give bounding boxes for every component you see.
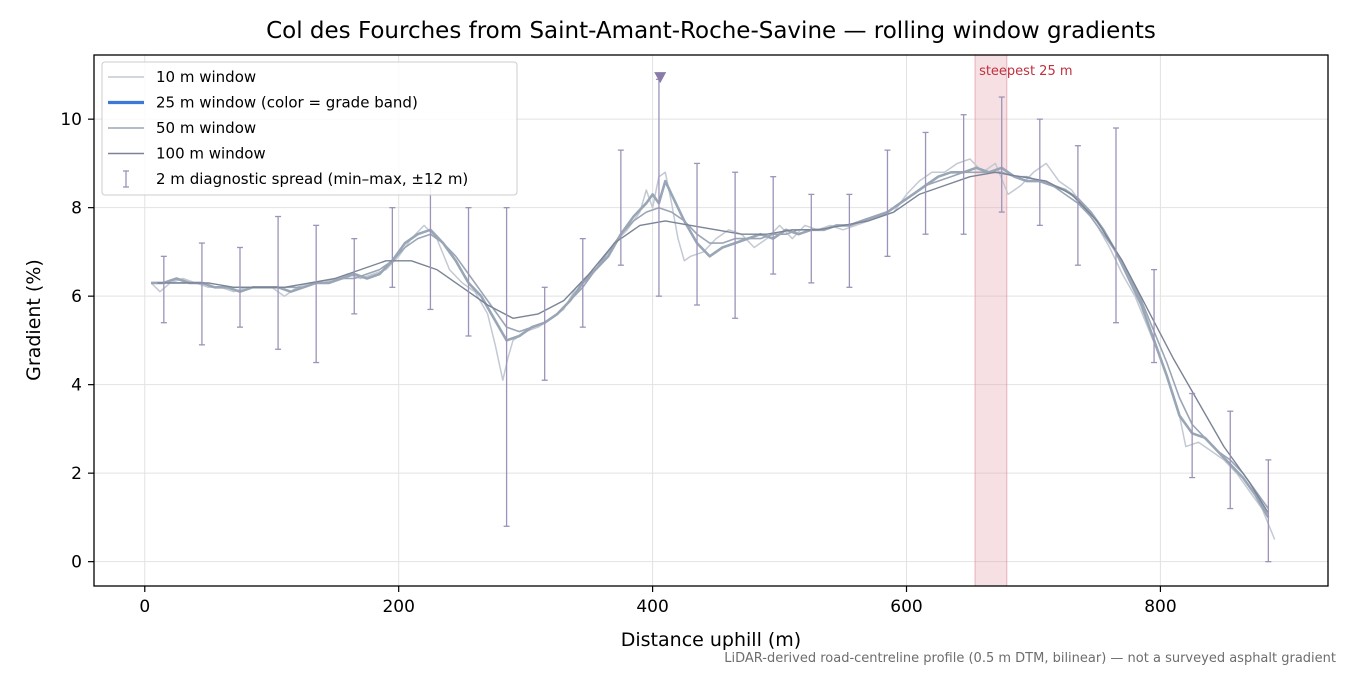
y-axis-label: Gradient (%) [23, 259, 45, 381]
x-tick-label: 400 [636, 597, 668, 617]
series-25m-window-line [151, 166, 1270, 519]
diagnostic-errorbar [1265, 459, 1272, 563]
y-tick-label: 8 [71, 199, 82, 219]
diagnostic-errorbar [160, 255, 167, 324]
y-tick-label: 0 [71, 553, 82, 573]
diagnostic-errorbar [1151, 268, 1158, 364]
diagnostic-errorbar [465, 207, 472, 337]
diagnostic-errorbar [884, 149, 891, 257]
diagnostic-errorbar [275, 215, 282, 350]
diagnostic-errorbar [389, 207, 396, 288]
chart-footnote: LiDAR-derived road-centreline profile (0… [724, 651, 1336, 666]
x-tick-label: 600 [890, 597, 922, 617]
steepest-band-label: steepest 25 m [979, 64, 1072, 79]
y-tick-label: 10 [60, 110, 82, 130]
legend-label: 25 m window (color = grade band) [156, 94, 418, 112]
legend-box [101, 61, 518, 196]
diagnostic-errorbar [236, 246, 243, 328]
diagnostic-errorbar [503, 207, 510, 527]
diagnostic-errorbar [198, 242, 205, 346]
diagnostic-errorbar [694, 162, 701, 306]
x-tick-label: 200 [382, 597, 414, 617]
diagnostic-errorbar [1036, 118, 1043, 227]
legend-label: 2 m diagnostic spread (min–max, ±12 m) [156, 170, 468, 188]
legend-label: 100 m window [156, 145, 266, 163]
peak-marker [654, 72, 667, 84]
x-axis-label: Distance uphill (m) [621, 629, 801, 651]
legend-item: 10 m window [108, 68, 256, 86]
diagnostic-errorbar [770, 176, 777, 275]
diagnostic-errorbar [846, 193, 853, 288]
diagnostic-spread-layer [160, 78, 1272, 563]
diagnostic-errorbar [541, 286, 548, 381]
diagnostic-errorbar [732, 171, 739, 319]
legend-label: 10 m window [156, 68, 256, 86]
diagnostic-errorbar [579, 237, 586, 328]
series-layer [150, 158, 1276, 540]
chart-title: Col des Fourches from Saint-Amant-Roche-… [266, 18, 1156, 44]
diagnostic-errorbar [808, 193, 815, 284]
series-50m-window-line [151, 171, 1269, 510]
x-tick-label: 0 [139, 597, 150, 617]
legend-item: 50 m window [108, 119, 256, 137]
legend: 10 m window 25 m window (color = grade ba… [101, 61, 518, 196]
diagnostic-errorbar [1189, 392, 1196, 479]
diagnostic-errorbar [960, 114, 967, 235]
diagnostic-errorbar [313, 224, 320, 364]
legend-item: 2 m diagnostic spread (min–max, ±12 m) [123, 170, 468, 188]
diagnostic-errorbar [998, 96, 1005, 213]
legend-item: 100 m window [108, 145, 266, 163]
y-tick-label: 6 [71, 287, 82, 307]
y-tick-label: 2 [71, 464, 82, 484]
x-tick-label: 800 [1144, 597, 1176, 617]
legend-swatch [123, 170, 129, 188]
diagnostic-errorbar [922, 131, 929, 235]
diagnostic-errorbar [1074, 145, 1081, 266]
legend-label: 50 m window [156, 119, 256, 137]
diagnostic-errorbar [427, 184, 434, 311]
series-10m-window-line [150, 158, 1276, 540]
series-100m-window-line [157, 171, 1269, 514]
y-tick-label: 4 [71, 376, 82, 396]
axis-ticks: 0 200 400 600 800 0 2 4 6 8 10 [60, 110, 1176, 617]
diagnostic-errorbar [1227, 410, 1234, 510]
diagnostic-errorbar [1112, 127, 1119, 324]
steepest-band-layer: steepest 25 m [974, 54, 1073, 587]
diagnostic-errorbar [617, 149, 624, 266]
legend-item: 25 m window (color = grade band) [108, 94, 418, 112]
diagnostic-errorbar [351, 237, 358, 315]
marker-layer [654, 72, 667, 84]
axes-frame [93, 54, 1329, 587]
